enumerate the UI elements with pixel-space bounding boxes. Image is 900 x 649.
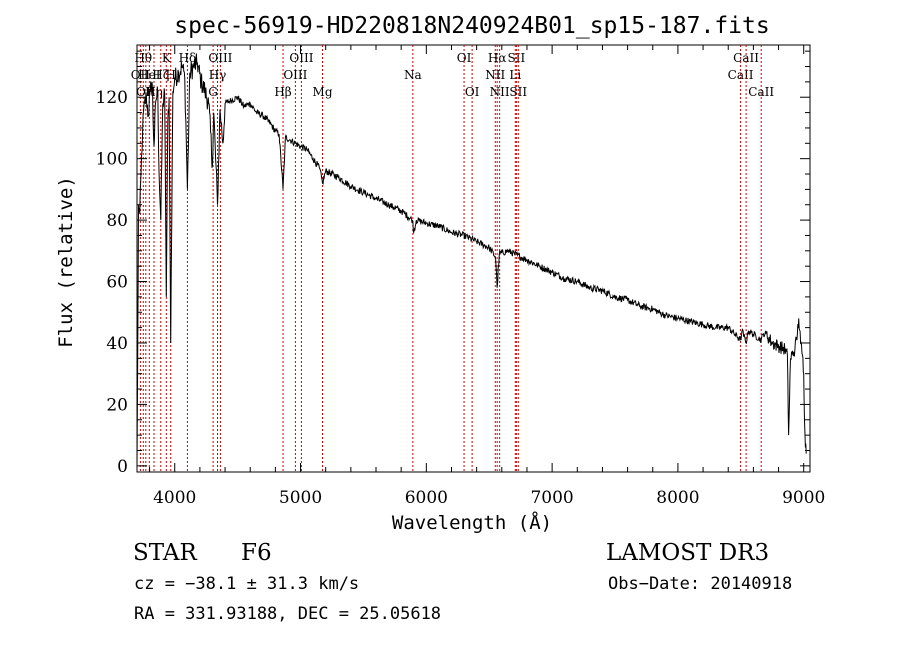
y-tick-label: 40 (106, 334, 128, 354)
spectral-line-label: CaII (748, 85, 774, 99)
y-tick-label: 0 (117, 457, 128, 477)
x-tick-label: 7000 (530, 488, 573, 508)
x-tick-label: 5000 (279, 488, 322, 508)
flux-series-line (136, 53, 807, 466)
object-class: STAR (133, 540, 197, 566)
spectral-line-label: Hδ (179, 51, 197, 65)
spectral-line-label: CaII (728, 68, 754, 82)
spectral-line-label: Hθ (134, 51, 152, 65)
spectral-line-label: OI (465, 85, 480, 99)
spectral-line-label: OIII (283, 68, 307, 82)
spectral-line-label: OI (457, 51, 472, 65)
spectral-line-label: H (165, 68, 175, 82)
y-tick-label: 80 (106, 211, 128, 231)
spectral-line-label: K (162, 51, 172, 65)
spectral-line-label: Hη (145, 85, 163, 99)
spectral-line-label: SII (509, 85, 527, 99)
spectral-line-label: Hα (488, 51, 507, 65)
y-axis: 0 20 40 60 80 100 120 (96, 50, 810, 477)
chart-title: spec-56919-HD220818N240924B01_sp15-187.f… (174, 13, 769, 39)
spectral-line-label: CaII (733, 51, 759, 65)
spectral-line-label: OIII (289, 51, 313, 65)
y-tick-label: 120 (96, 88, 128, 108)
spectral-line-markers: OIIHθOIIHeIHηHζKHHδGHγOIIIHβOIIIOIIIMgNa… (131, 45, 774, 472)
spectral-line-label: Li (509, 68, 521, 82)
y-axis-label: Flux (relative) (55, 176, 77, 348)
spectral-line-label: NII (485, 68, 505, 82)
spectral-line-label: HeI (138, 68, 161, 82)
x-tick-label: 9000 (782, 488, 825, 508)
spectral-line-label: Hβ (274, 85, 291, 99)
spectral-line-label: G (208, 85, 218, 99)
x-tick-label: 8000 (656, 488, 699, 508)
spectral-line-label: Mg (313, 85, 333, 99)
y-tick-label: 60 (106, 273, 128, 293)
y-tick-label: 20 (106, 395, 128, 415)
spectral-line-label: Hζ (152, 68, 169, 82)
plot-frame (136, 44, 811, 473)
survey-name: LAMOST DR3 (606, 540, 769, 566)
spectral-line-label: SII (508, 51, 526, 65)
spectral-line-label: NII (490, 85, 510, 99)
spectral-line-label: Na (404, 68, 422, 82)
x-tick-label: 6000 (405, 488, 448, 508)
x-tick-label: 4000 (153, 488, 196, 508)
spectral-subclass: F6 (241, 540, 272, 566)
y-tick-label: 100 (96, 150, 128, 170)
spectral-line-label: OIII (208, 51, 232, 65)
x-axis: 4000 5000 6000 7000 8000 9000 (149, 45, 825, 508)
coordinates: RA = 331.93188, DEC = 25.05618 (134, 604, 441, 624)
redshift-readout: cz = −38.1 ± 31.3 km/s (134, 574, 359, 594)
x-axis-label: Wavelength (Å) (392, 511, 552, 534)
series-layer (136, 53, 807, 466)
obs-date: Obs−Date: 20140918 (608, 574, 792, 594)
spectral-line-label: Hγ (209, 68, 227, 82)
